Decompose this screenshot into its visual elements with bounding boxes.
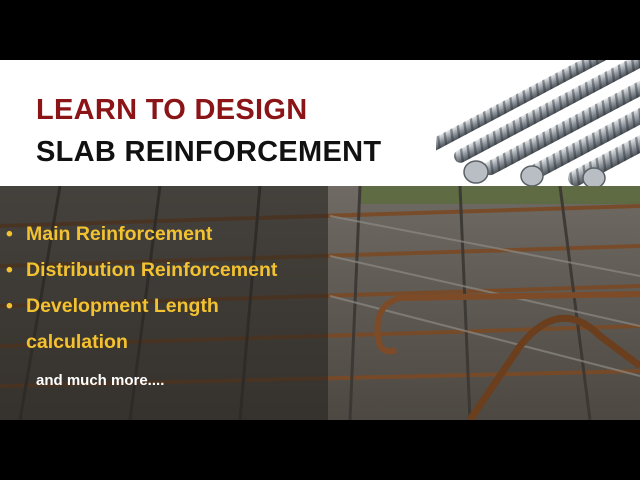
topic-item-development-length: • Development Length calculation — [6, 288, 277, 360]
rebar-bars-image — [436, 60, 640, 186]
bullet-dot-icon: • — [6, 259, 13, 281]
thumbnail-banner: LEARN TO DESIGN SLAB REINFORCEMENT — [0, 60, 640, 420]
topic-list: • Main Reinforcement • Distribution Rein… — [6, 216, 277, 360]
title-line-1: LEARN TO DESIGN — [36, 94, 308, 126]
text-overlay — [0, 186, 328, 420]
header-panel: LEARN TO DESIGN SLAB REINFORCEMENT — [0, 60, 640, 186]
more-text: and much more.... — [36, 372, 165, 389]
topic-item-distribution-reinforcement: • Distribution Reinforcement — [6, 252, 277, 288]
bullet-dot-icon: • — [6, 295, 13, 317]
rebar-mesh-photo: • Main Reinforcement • Distribution Rein… — [0, 186, 640, 420]
bullet-dot-icon: • — [6, 223, 13, 245]
topic-item-label: Development Length — [26, 295, 219, 317]
topic-item-label: Main Reinforcement — [26, 223, 213, 245]
topic-item-main-reinforcement: • Main Reinforcement — [6, 216, 277, 252]
title-line-2: SLAB REINFORCEMENT — [36, 136, 382, 168]
topic-item-label: Distribution Reinforcement — [26, 259, 278, 281]
topic-item-label-continuation: calculation — [26, 331, 128, 353]
